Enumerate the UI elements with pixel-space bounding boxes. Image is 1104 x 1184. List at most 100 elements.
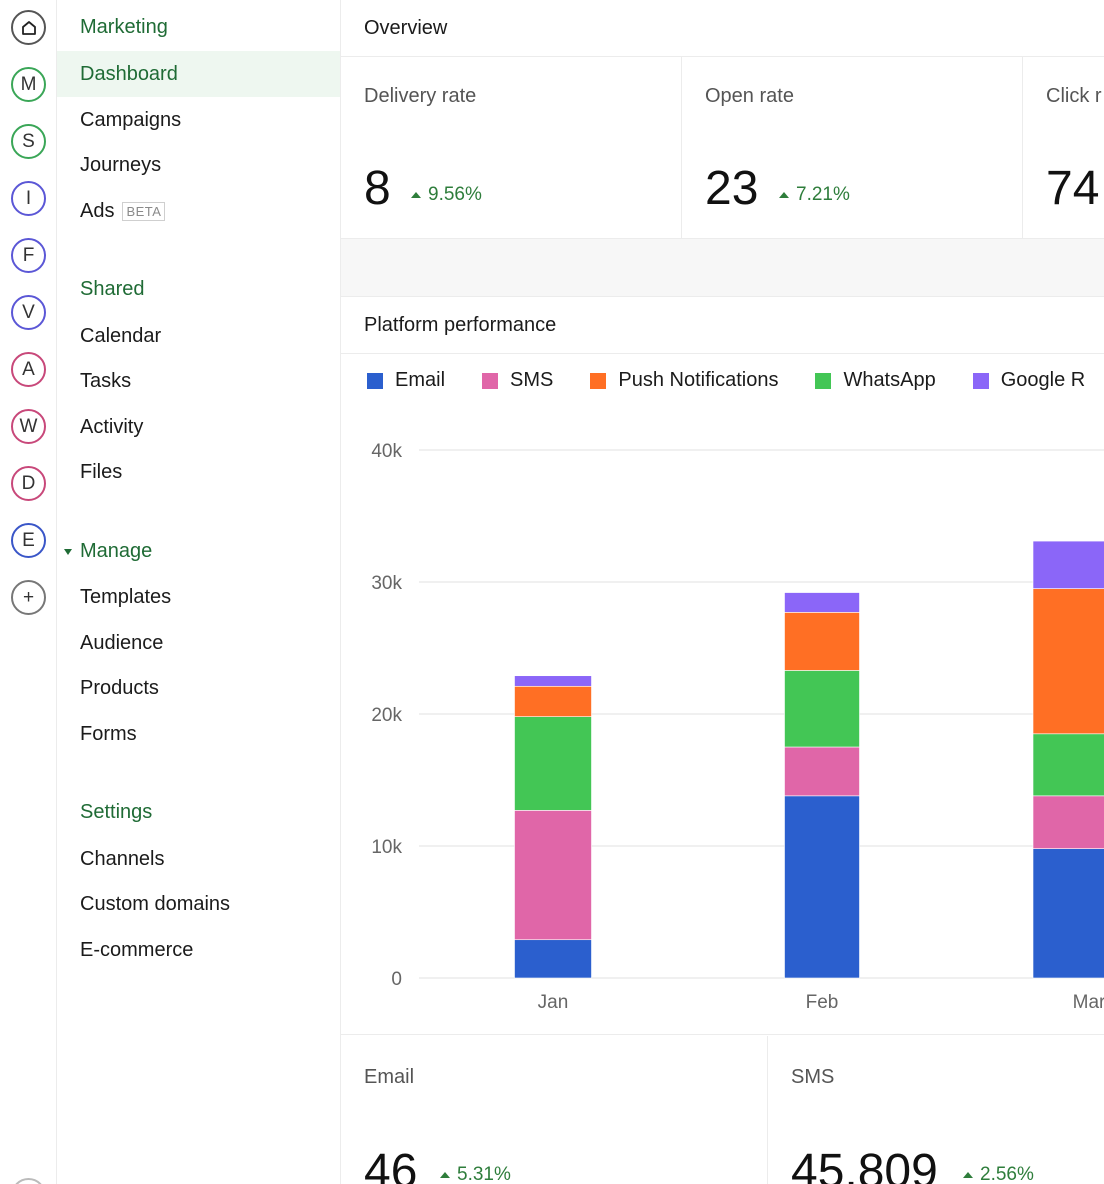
legend-swatch <box>367 372 383 389</box>
sidebar-section-settings: Settings <box>80 801 153 823</box>
workspace-letter: W <box>19 416 38 437</box>
workspace-letter: M <box>20 74 37 95</box>
trend-up-icon <box>779 192 789 198</box>
legend-label: Email <box>395 369 446 391</box>
legend-item-whatsapp[interactable]: WhatsApp <box>815 369 936 392</box>
sidebar-item-activity[interactable]: Activity <box>57 404 340 450</box>
sidebar-item-forms[interactable]: Forms <box>57 711 340 757</box>
sidebar-item-custom-domains[interactable]: Custom domains <box>57 881 340 927</box>
legend-swatch <box>815 372 832 389</box>
bar-segment-mar-whatsapp[interactable] <box>1032 733 1104 797</box>
sidebar-item-label: Products <box>80 676 159 699</box>
kpi-label: Click r <box>1046 85 1102 107</box>
platform-performance-chart: 0 10k 20k 30k 40k Jan Feb Mar <box>341 430 1104 1035</box>
legend-label: Push Notifications <box>618 369 779 391</box>
trend-up-icon <box>440 1172 450 1178</box>
sidebar-item-label: Activity <box>80 415 144 438</box>
sidebar-item-label: Forms <box>80 722 137 745</box>
sidebar-item-label: Calendar <box>80 324 162 347</box>
sidebar-item-label: Custom domains <box>80 892 231 915</box>
bar-segment-jan-email[interactable] <box>514 939 592 979</box>
main-content: Overview Delivery rate 8 9.56% Open rate… <box>341 0 1104 1184</box>
sidebar-item-dashboard[interactable]: Dashboard <box>57 51 340 97</box>
legend-item-email[interactable]: Email <box>367 369 445 392</box>
sidebar-item-label: E-commerce <box>80 938 194 961</box>
sidebar-item-journeys[interactable]: Journeys <box>57 142 340 188</box>
bar-segment-mar-sms[interactable] <box>1032 795 1104 849</box>
sidebar-item-label: Files <box>80 460 123 483</box>
bar-segment-jan-push-notifications[interactable] <box>514 685 592 717</box>
kpi-value: 23 <box>705 162 759 215</box>
sidebar-section-shared: Shared <box>80 278 145 300</box>
workspace-avatar-a[interactable]: A <box>11 352 46 387</box>
kpi-label: SMS <box>791 1066 835 1088</box>
legend-item-push-notifications[interactable]: Push Notifications <box>590 369 778 392</box>
kpi-delta-value: 7.21% <box>796 184 850 205</box>
workspace-avatar-w[interactable]: W <box>11 409 46 444</box>
kpi-card-delivery-rate[interactable]: Delivery rate 8 9.56% <box>341 57 682 239</box>
sidebar-section-manage[interactable]: Manage <box>80 540 153 562</box>
sidebar-item-files[interactable]: Files <box>57 449 340 495</box>
sidebar-item-channels[interactable]: Channels <box>57 836 340 882</box>
bar-segment-jan-sms[interactable] <box>514 810 592 941</box>
bar-segment-jan-whatsapp[interactable] <box>514 716 592 811</box>
bar-segment-feb-whatsapp[interactable] <box>784 670 860 748</box>
workspace-avatar-f[interactable]: F <box>11 238 46 273</box>
kpi-value: 74 <box>1046 162 1100 215</box>
workspace-avatar-e[interactable]: E <box>11 523 46 558</box>
kpi-label: Open rate <box>705 85 794 107</box>
sidebar-item-label: Campaigns <box>80 108 182 131</box>
plus-icon[interactable]: + <box>11 580 46 615</box>
sidebar-item-tasks[interactable]: Tasks <box>57 358 340 404</box>
bar-segment-jan-google-r[interactable] <box>514 675 592 687</box>
bar-segment-mar-google-r[interactable] <box>1032 540 1104 589</box>
trend-up-icon <box>963 1172 973 1178</box>
kpi-value: 46 <box>364 1145 418 1184</box>
bar-segment-feb-push-notifications[interactable] <box>784 612 860 671</box>
sidebar-item-products[interactable]: Products <box>57 665 340 711</box>
user-avatar[interactable] <box>11 1178 46 1184</box>
channel-card-sms[interactable]: SMS 45,809 2.56% <box>768 1036 1104 1184</box>
x-tick-label: Feb <box>806 992 839 1013</box>
workspace-avatar-v[interactable]: V <box>11 295 46 330</box>
sidebar-item-label: Journeys <box>80 153 162 176</box>
sidebar-item-label: Ads <box>80 199 115 222</box>
bar-segment-mar-email[interactable] <box>1032 848 1104 979</box>
y-tick-label: 10k <box>371 837 402 858</box>
x-tick-label: Jan <box>538 992 569 1013</box>
workspace-avatar-s[interactable]: S <box>11 124 46 159</box>
kpi-value: 8 <box>364 162 391 215</box>
workspace-letter: V <box>22 302 35 323</box>
legend-label: WhatsApp <box>843 369 936 391</box>
workspace-letter: E <box>22 530 35 551</box>
sidebar-item-e-commerce[interactable]: E-commerce <box>57 927 340 973</box>
bar-segment-feb-google-r[interactable] <box>784 592 860 613</box>
workspace-avatar-m[interactable]: M <box>11 67 46 102</box>
bar-segment-feb-email[interactable] <box>784 795 860 979</box>
overview-title: Overview <box>364 16 448 39</box>
section-divider <box>341 239 1104 297</box>
home-icon[interactable] <box>11 10 46 45</box>
overview-header: Overview <box>341 0 1104 57</box>
legend-item-sms[interactable]: SMS <box>482 369 553 392</box>
sidebar-item-audience[interactable]: Audience <box>57 620 340 666</box>
legend-item-google-r[interactable]: Google R <box>972 369 1085 392</box>
sidebar-item-label: Audience <box>80 631 164 654</box>
caret-down-icon[interactable] <box>64 549 72 555</box>
kpi-delta: 9.56% <box>411 184 482 206</box>
sidebar-item-ads[interactable]: Ads BETA <box>57 188 340 234</box>
y-tick-label: 0 <box>391 969 402 990</box>
kpi-card-open-rate[interactable]: Open rate 23 7.21% <box>682 57 1023 239</box>
workspace-avatar-d[interactable]: D <box>11 466 46 501</box>
bar-segment-feb-sms[interactable] <box>784 746 860 797</box>
sidebar-item-campaigns[interactable]: Campaigns <box>57 97 340 143</box>
kpi-card-click-rate[interactable]: Click r 74 <box>1023 57 1104 239</box>
kpi-delta-value: 9.56% <box>428 184 482 205</box>
sidebar-item-calendar[interactable]: Calendar <box>57 313 340 359</box>
workspace-avatar-i[interactable]: I <box>11 181 46 216</box>
bar-segment-mar-push-notifications[interactable] <box>1032 588 1104 735</box>
kpi-delta: 7.21% <box>779 184 850 206</box>
sidebar-item-templates[interactable]: Templates <box>57 574 340 620</box>
y-tick-label: 30k <box>371 573 402 594</box>
channel-card-email[interactable]: Email 46 5.31% <box>341 1036 768 1184</box>
